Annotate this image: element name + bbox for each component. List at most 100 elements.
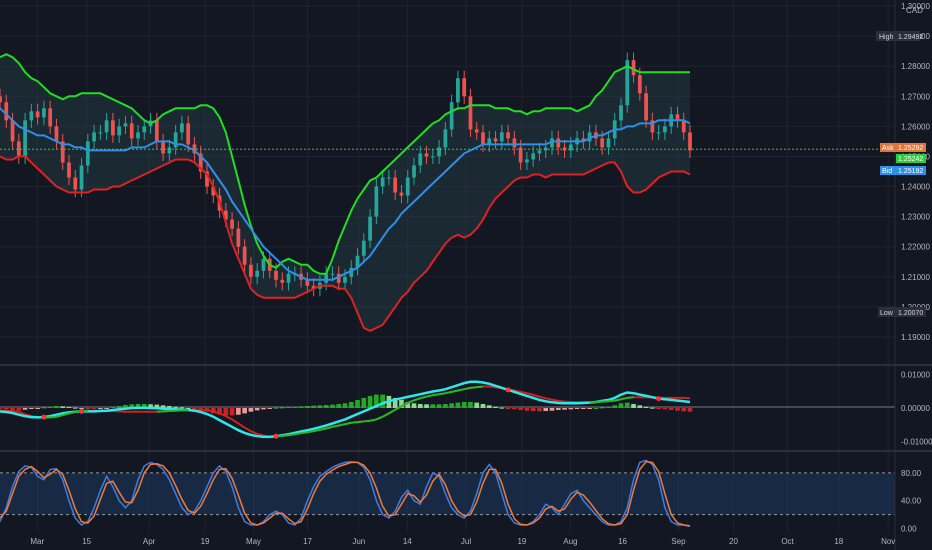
candle-body <box>587 132 592 142</box>
candle-body <box>85 141 90 166</box>
time-tick-label: May <box>246 537 261 546</box>
candle-body <box>180 123 184 133</box>
candle-body <box>79 165 84 190</box>
stoch-tick-label: 80.00 <box>901 469 922 478</box>
macd-histogram-bar <box>656 408 661 409</box>
macd-histogram-bar <box>66 406 72 408</box>
candle-body <box>236 228 241 247</box>
macd-histogram-bar <box>279 407 285 409</box>
candle-body <box>98 132 103 134</box>
candle-body <box>73 177 78 190</box>
low-value: 1.20070 <box>898 310 923 317</box>
macd-histogram-bar <box>355 399 360 408</box>
macd-histogram-bar <box>581 408 586 409</box>
time-tick-label: 15 <box>82 537 91 546</box>
price-tick-label: 1.21000 <box>901 273 930 282</box>
macd-histogram-bar <box>524 408 530 411</box>
time-tick-label: 16 <box>618 537 627 546</box>
macd-histogram-bar <box>29 408 34 410</box>
macd-histogram-bar <box>631 403 636 408</box>
macd-signal-segment <box>470 386 477 389</box>
high-value: 1.29492 <box>898 34 923 41</box>
candle-body <box>600 138 605 148</box>
macd-histogram-bar <box>687 408 693 412</box>
macd-signal-segment <box>407 399 415 404</box>
macd-histogram-bar <box>54 405 59 408</box>
macd-histogram-bar <box>474 402 480 408</box>
macd-histogram-bar <box>236 408 241 415</box>
macd-histogram-bar <box>662 408 668 410</box>
stoch-tick-label: 0.00 <box>901 525 917 534</box>
macd-histogram-bar <box>624 402 630 408</box>
macd-histogram-bar <box>424 404 429 408</box>
macd-histogram-bar <box>650 407 655 409</box>
macd-histogram-bar <box>0 408 3 409</box>
macd-histogram-bar <box>323 404 329 408</box>
macd-histogram-bar <box>286 406 291 408</box>
macd-histogram-bar <box>79 408 84 409</box>
macd-signal-segment <box>620 396 628 401</box>
macd-crossover-dot <box>656 396 662 402</box>
candle-body <box>468 96 473 130</box>
candle-body <box>92 132 96 142</box>
macd-signal-segment <box>344 421 352 426</box>
stoch-tick-label: 40.00 <box>901 497 922 506</box>
candle-body <box>675 114 680 121</box>
candle-body <box>48 108 53 127</box>
candle-body <box>437 147 441 157</box>
candle-body <box>449 102 454 130</box>
macd-signal-segment <box>294 432 302 436</box>
candle-body <box>330 273 335 275</box>
macd-signal-segment <box>62 412 70 417</box>
candle-body <box>619 105 623 121</box>
price-tick-label: 1.26000 <box>901 122 930 131</box>
macd-histogram-bar <box>129 404 135 408</box>
macd-pane[interactable] <box>0 380 895 439</box>
stochastic-pane[interactable] <box>0 459 895 528</box>
candle-body <box>493 138 498 142</box>
candle-body <box>487 138 492 145</box>
macd-histogram-bar <box>417 403 423 408</box>
macd-histogram-bar <box>518 408 523 411</box>
macd-histogram-bar <box>85 408 91 409</box>
time-tick-label: Nov <box>881 537 895 546</box>
macd-signal-segment <box>382 412 390 418</box>
macd-histogram-bar <box>254 408 260 411</box>
macd-histogram-bar <box>374 394 379 408</box>
macd-histogram-bar <box>16 408 22 411</box>
candle-body <box>161 141 165 154</box>
macd-histogram-bar <box>512 408 517 410</box>
macd-histogram-bar <box>317 405 323 408</box>
price-pane[interactable] <box>0 52 895 333</box>
candle-body <box>537 150 542 154</box>
low-label: Low <box>880 310 894 317</box>
candle-body <box>111 120 115 136</box>
macd-histogram-bar <box>537 408 542 412</box>
macd-histogram-bar <box>98 408 103 409</box>
candle-body <box>311 285 316 289</box>
macd-histogram-bar <box>336 403 342 408</box>
candle-body <box>387 177 391 179</box>
candle-body <box>117 126 122 136</box>
candle-body <box>42 108 46 118</box>
candle-body <box>625 60 630 106</box>
candle-body <box>681 120 686 133</box>
stochastic-d-line <box>0 460 691 527</box>
time-tick-label: Jun <box>352 537 365 546</box>
price-axis[interactable]: CAD 1.300001.290001.280001.270001.260001… <box>876 0 932 550</box>
macd-histogram-bar <box>430 404 436 408</box>
candle-body <box>456 78 460 103</box>
macd-histogram-bar <box>292 406 298 408</box>
ask-label: Ask <box>882 145 894 152</box>
macd-signal-segment <box>627 396 634 399</box>
last-price-marker: 1.25242 <box>896 154 926 163</box>
candle-body <box>67 162 71 178</box>
time-tick-label: Jul <box>461 537 471 546</box>
macd-signal-segment <box>307 430 314 434</box>
candle-body <box>23 120 27 157</box>
time-axis[interactable]: Mar 15 Apr 19 May 17 Jun 14 Jul 19 Aug 16 Sep 20 Oct 18… <box>30 537 895 546</box>
macd-histogram-bar <box>72 407 78 409</box>
macd-histogram-bar <box>668 408 674 411</box>
macd-histogram-bar <box>574 408 580 410</box>
